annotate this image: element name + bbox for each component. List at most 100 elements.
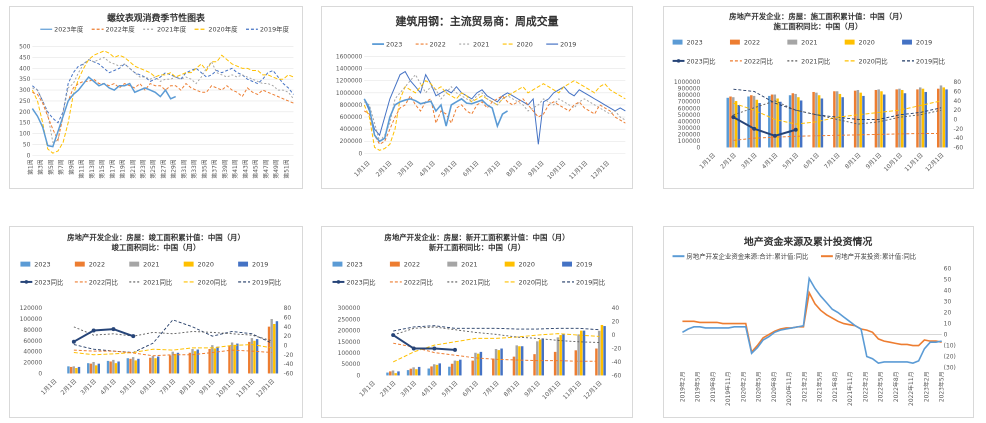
bar xyxy=(69,366,73,374)
chart-title-line-1: 房地产开发企业：房屋：新开工面积累计值：中国（月） xyxy=(384,232,569,242)
y-tick-label: 400 xyxy=(19,65,31,72)
bar xyxy=(196,349,199,374)
bar xyxy=(732,97,735,148)
y-tick-label: 0 xyxy=(284,342,288,349)
bar xyxy=(752,95,756,148)
bar xyxy=(129,358,132,374)
legend-label: 2022年度 xyxy=(106,25,136,34)
legend-label: 房地产开发企业资金来源:合计:累计值:同比 xyxy=(686,252,809,261)
x-tick-label: 2020年2月 xyxy=(739,371,747,402)
x-tick-label: 2019年8月 xyxy=(709,371,717,402)
legend-label: 2022 xyxy=(430,41,446,49)
bar xyxy=(794,93,797,148)
bar xyxy=(512,356,516,376)
x-tick-label: 7月1日 xyxy=(159,378,178,397)
y-tick-label: 40 xyxy=(944,288,952,295)
x-tick-label: 第49周 xyxy=(272,159,280,178)
y-tick-label: 350 xyxy=(19,76,31,83)
legend-swatch xyxy=(504,261,515,267)
plot: 0100000200000300000400000500000600000700… xyxy=(674,79,963,173)
bar xyxy=(877,89,880,148)
bar xyxy=(409,368,413,376)
series-line xyxy=(363,70,626,145)
bar xyxy=(874,89,878,148)
series-line xyxy=(31,75,176,148)
bar xyxy=(497,350,501,376)
x-tick-label: 2020年5月 xyxy=(755,371,763,402)
yoy-marker xyxy=(411,346,416,351)
legend-label: 2020 xyxy=(519,261,535,269)
yoy-marker xyxy=(131,334,136,339)
bar xyxy=(94,365,98,374)
bar xyxy=(273,323,276,374)
x-tick-label: 第17周 xyxy=(108,159,116,178)
bar xyxy=(556,337,560,376)
yoy-marker xyxy=(432,346,437,351)
x-tick-label: 12月1日 xyxy=(255,378,276,399)
y-tick-label: 0 xyxy=(612,332,616,339)
legend-label: 2023同比 xyxy=(686,56,716,65)
x-tick-label: 第27周 xyxy=(159,159,167,178)
bar xyxy=(106,360,110,374)
bar xyxy=(188,352,192,374)
bar xyxy=(228,345,231,374)
bar xyxy=(882,94,886,148)
bar xyxy=(862,95,865,148)
bar xyxy=(448,366,451,376)
x-tick-label: 2023年5月 xyxy=(938,371,946,402)
legend-label: 2019年度 xyxy=(260,25,290,34)
series-line xyxy=(682,290,942,354)
legend-marker xyxy=(336,280,341,284)
y-tick-label: 40 xyxy=(284,324,292,331)
bar xyxy=(729,96,732,148)
x-tick-label: 6月1日 xyxy=(461,380,480,399)
y-tick-label: 80 xyxy=(954,79,962,86)
bar xyxy=(939,85,943,148)
bar xyxy=(213,348,217,374)
yoy-marker xyxy=(731,115,736,120)
steel-chart-svg: 建筑用钢：主流贸易商：周成交量 2023 2022 2021 2020 2019 0 20… xyxy=(336,14,626,181)
x-tick-label: 7月1日 xyxy=(482,380,501,399)
bar xyxy=(191,349,194,374)
x-tick-label: 2020年8月 xyxy=(770,371,778,402)
y-tick-label: 200000 xyxy=(338,328,361,335)
bar xyxy=(841,97,844,148)
y-tick-label: 60 xyxy=(944,266,952,273)
legend-label: 2020 xyxy=(198,261,214,269)
bar xyxy=(255,339,259,374)
series-line xyxy=(363,73,626,143)
x-tick-label: 2020年11月 xyxy=(785,371,793,405)
bar xyxy=(171,351,174,374)
legend-label: 2019 xyxy=(252,261,268,269)
bar xyxy=(600,324,604,376)
yoy-line xyxy=(732,116,797,137)
x-tick-label: 2021年8月 xyxy=(831,371,839,402)
y-tick-label: 300000 xyxy=(678,125,701,132)
x-tick-label: 1月1日 xyxy=(353,160,372,179)
legend: 2023 2022 2021 2020 2019 2023同比 2022同比 2021同比 20… xyxy=(672,39,946,65)
legend-label: 2020同比 xyxy=(198,277,228,286)
legend-swatch xyxy=(844,39,855,45)
bar xyxy=(412,367,415,376)
yoy-line xyxy=(393,342,600,362)
legend-label: 2020 xyxy=(517,41,533,49)
x-tick-label: 第25周 xyxy=(149,159,157,178)
bar xyxy=(812,91,815,148)
x-tick-label: 5月1日 xyxy=(440,160,459,179)
bar xyxy=(456,360,459,376)
x-tick-label: 1月1日 xyxy=(698,152,717,171)
y-tick-label: 100000 xyxy=(678,138,701,145)
x-tick-label: 1月1日 xyxy=(40,378,59,397)
bar xyxy=(895,89,898,148)
bar xyxy=(459,359,462,376)
y-tick-label: 700000 xyxy=(678,99,701,106)
legend-marker xyxy=(24,280,29,284)
legend-label: 2021年度 xyxy=(157,25,187,34)
legend-label: 2021 xyxy=(143,261,159,269)
bar xyxy=(216,346,219,374)
bar xyxy=(394,373,397,376)
legend-label: 2020同比 xyxy=(859,56,889,65)
x-tick-label: 2022年5月 xyxy=(877,371,885,402)
y-tick-label: 100000 xyxy=(20,316,43,323)
bar xyxy=(924,91,928,148)
